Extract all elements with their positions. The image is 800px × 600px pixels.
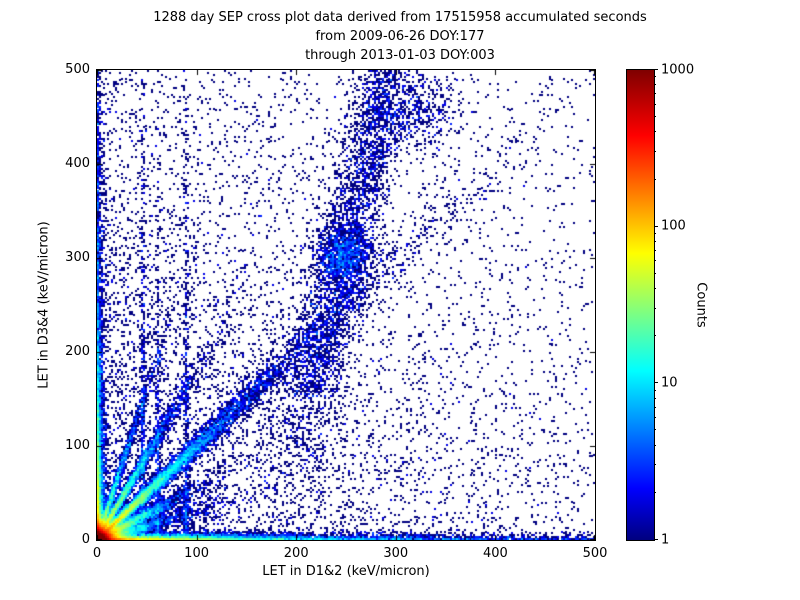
colorbar-minor-tick bbox=[654, 491, 656, 493]
colorbar-minor-tick bbox=[654, 103, 656, 105]
colorbar-tick-label: 1000 bbox=[661, 62, 695, 77]
colorbar-minor-tick bbox=[654, 150, 656, 152]
x-tick-label: 0 bbox=[92, 546, 102, 561]
colorbar-minor-tick bbox=[654, 84, 656, 86]
colorbar-minor-tick bbox=[654, 116, 656, 118]
colorbar-minor-tick bbox=[654, 429, 656, 431]
colorbar-tick-label: 10 bbox=[661, 375, 678, 391]
colorbar-tick bbox=[654, 382, 658, 384]
colorbar-minor-tick bbox=[654, 397, 656, 399]
colorbar-tick bbox=[654, 225, 658, 227]
chart-title: 1288 day SEP cross plot data derived fro… bbox=[0, 8, 800, 65]
colorbar-minor-tick bbox=[654, 444, 656, 446]
colorbar-minor-tick bbox=[654, 240, 656, 242]
chart-title-line-2: from 2009-06-26 DOY:177 bbox=[315, 29, 485, 44]
x-tick-label: 500 bbox=[582, 546, 608, 561]
chart-title-line-1: 1288 day SEP cross plot data derived fro… bbox=[153, 10, 647, 25]
y-axis-label: LET in D3&4 (keV/micron) bbox=[36, 221, 52, 389]
colorbar-minor-tick bbox=[654, 464, 656, 466]
colorbar-minor-tick bbox=[654, 406, 656, 408]
y-tick-label: 400 bbox=[65, 156, 90, 171]
y-tick-label: 0 bbox=[81, 532, 90, 547]
y-tick-label: 100 bbox=[65, 438, 90, 453]
colorbar-tick-label: 1 bbox=[661, 532, 670, 547]
colorbar-minor-tick bbox=[654, 389, 656, 391]
x-axis-label: LET in D1&2 (keV/micron) bbox=[262, 564, 430, 579]
colorbar-tick bbox=[654, 69, 658, 70]
x-tick-label: 100 bbox=[184, 546, 210, 561]
colorbar-minor-tick bbox=[654, 307, 656, 309]
colorbar-minor-tick bbox=[654, 288, 656, 289]
colorbar-label: Counts bbox=[693, 282, 709, 328]
colorbar-minor-tick bbox=[654, 272, 656, 274]
y-tick-label: 200 bbox=[65, 344, 90, 359]
colorbar bbox=[626, 69, 655, 541]
y-tick-label: 500 bbox=[65, 62, 90, 77]
colorbar-tick-label: 100 bbox=[661, 218, 686, 234]
colorbar-minor-tick bbox=[654, 93, 656, 95]
colorbar-minor-tick bbox=[654, 417, 656, 419]
x-tick-label: 200 bbox=[283, 546, 309, 561]
plot-area bbox=[96, 69, 596, 541]
colorbar-minor-tick bbox=[654, 76, 656, 78]
colorbar-tick bbox=[654, 539, 658, 540]
scatter-density-canvas bbox=[97, 70, 595, 540]
colorbar-minor-tick bbox=[654, 260, 656, 262]
y-tick-label: 300 bbox=[65, 250, 90, 265]
colorbar-minor-tick bbox=[654, 232, 656, 234]
colorbar-minor-tick bbox=[654, 249, 656, 251]
colorbar-minor-tick bbox=[654, 178, 656, 180]
colorbar-minor-tick bbox=[654, 335, 656, 337]
colorbar-gradient bbox=[627, 70, 654, 540]
colorbar-minor-tick bbox=[654, 131, 656, 133]
chart-title-line-3: through 2013-01-03 DOY:003 bbox=[305, 48, 495, 63]
x-tick-label: 400 bbox=[482, 546, 508, 561]
x-tick-label: 300 bbox=[383, 546, 409, 561]
